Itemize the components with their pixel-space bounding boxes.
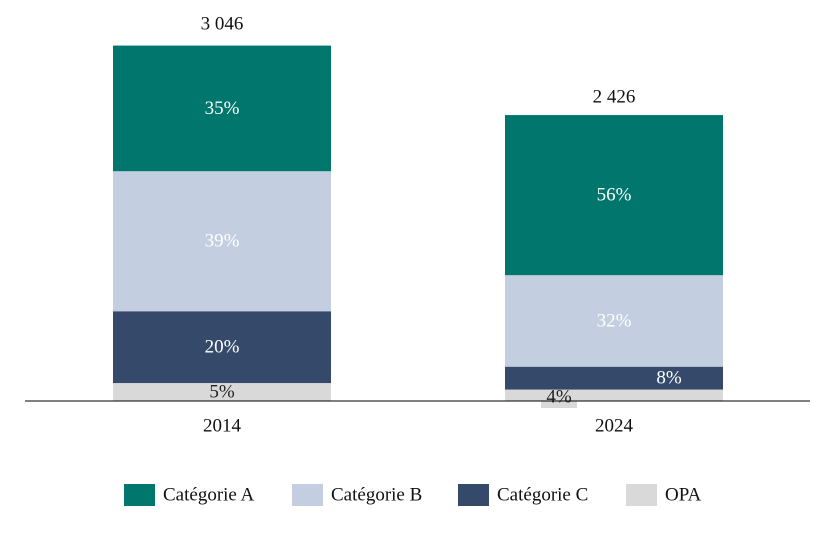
legend-swatch bbox=[626, 484, 657, 506]
legend-label: OPA bbox=[665, 484, 702, 505]
segment-label: 20% bbox=[205, 337, 240, 358]
x-tick-label: 2014 bbox=[203, 415, 242, 436]
legend-label: Catégorie B bbox=[331, 484, 422, 505]
total-label: 2 426 bbox=[593, 86, 636, 107]
label-bg bbox=[541, 386, 577, 408]
bar-segment bbox=[113, 383, 331, 401]
total-label: 3 046 bbox=[201, 13, 244, 34]
legend-swatch bbox=[292, 484, 323, 506]
bar-segment bbox=[113, 171, 331, 312]
bar-segment bbox=[113, 311, 331, 384]
segment-label: 4% bbox=[546, 386, 572, 407]
bar-segment bbox=[505, 275, 723, 367]
legend-swatch bbox=[124, 484, 155, 506]
segment-label: 35% bbox=[205, 98, 240, 119]
segment-label: 8% bbox=[656, 367, 682, 388]
bar-segment bbox=[505, 389, 723, 401]
segment-label: 56% bbox=[597, 184, 632, 205]
bar-segment bbox=[505, 115, 723, 276]
x-tick-label: 2024 bbox=[595, 415, 634, 436]
legend-label: Catégorie C bbox=[497, 484, 588, 505]
bar-segment bbox=[113, 45, 331, 172]
legend-label: Catégorie A bbox=[163, 484, 255, 505]
segment-label: 32% bbox=[597, 310, 632, 331]
segment-label: 39% bbox=[205, 231, 240, 252]
legend-swatch bbox=[458, 484, 489, 506]
bar-segment bbox=[505, 366, 723, 390]
segment-label: 5% bbox=[209, 381, 235, 402]
